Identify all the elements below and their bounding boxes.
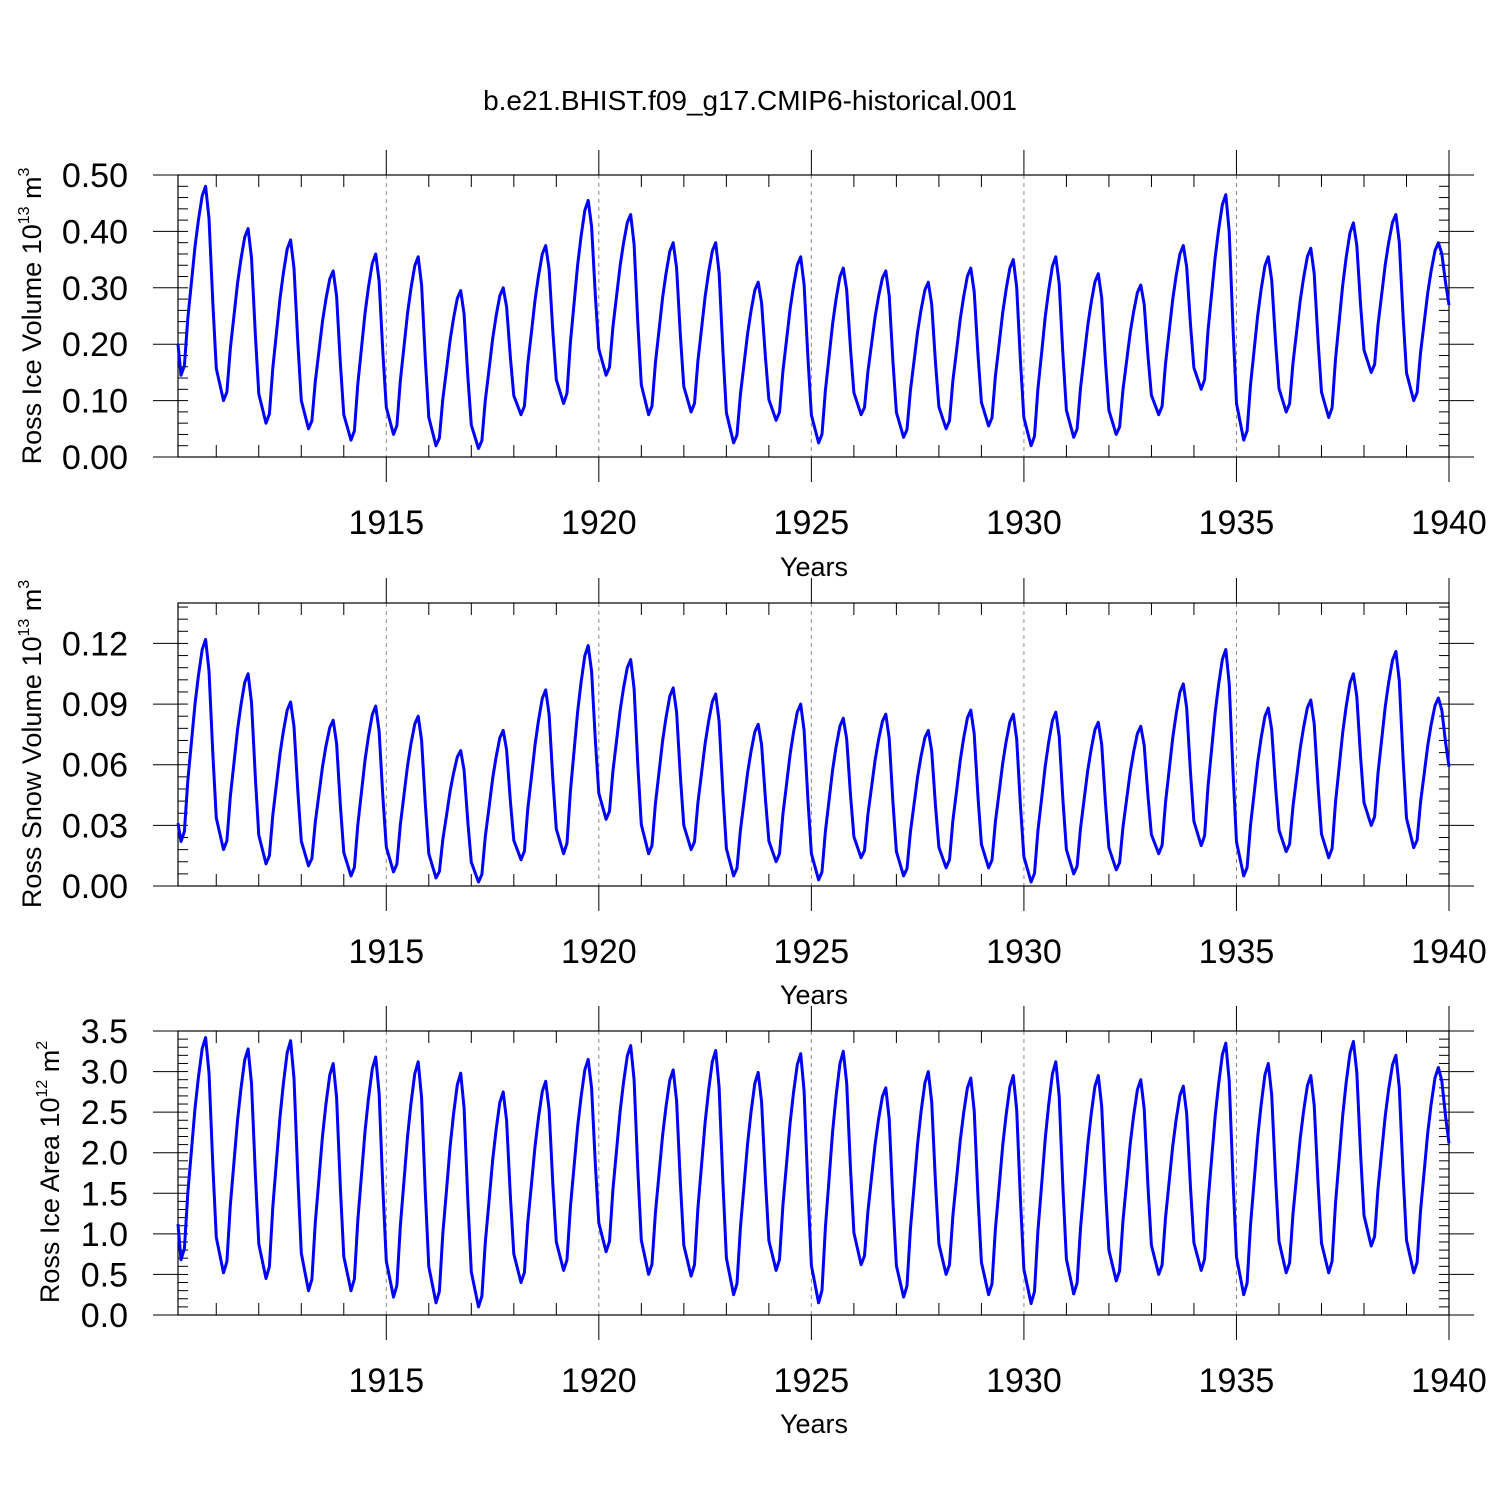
ylabel-exponent: 13 xyxy=(16,206,33,224)
ylabel-unit: m xyxy=(17,176,47,206)
x-tick-label: 1930 xyxy=(986,933,1062,971)
ylabel-exponent: 12 xyxy=(34,1080,51,1098)
ross-snow-volume-xlabel: Years xyxy=(780,980,848,1010)
y-tick-label: 0.5 xyxy=(81,1256,128,1294)
x-tick-label: 1930 xyxy=(986,504,1062,542)
ylabel-exponent: 13 xyxy=(16,619,33,637)
y-tick-label: 0.06 xyxy=(62,747,128,785)
y-tick-label: 0.40 xyxy=(62,213,128,251)
y-tick-label: 0.03 xyxy=(62,807,128,845)
x-tick-label: 1940 xyxy=(1411,933,1487,971)
plot-frame xyxy=(177,174,1450,458)
x-tick-label: 1930 xyxy=(986,1362,1062,1400)
x-tick-label: 1915 xyxy=(348,504,424,542)
ylabel-unit-exponent: 3 xyxy=(16,580,33,589)
ross-snow-volume-ylabel: Ross Snow Volume 1013 m3 xyxy=(16,580,47,908)
y-tick-label: 0.0 xyxy=(81,1297,128,1335)
x-tick-label: 1940 xyxy=(1411,1362,1487,1400)
y-tick-label: 0.50 xyxy=(62,157,128,195)
x-tick-label: 1935 xyxy=(1199,933,1275,971)
y-tick-label: 0.20 xyxy=(62,326,128,364)
series-line xyxy=(176,184,1451,450)
series-line xyxy=(176,637,1451,884)
series-line xyxy=(176,1036,1451,1309)
ross-snow-volume-panel: Ross Snow Volume 1013 m3 Years 0.00 0.03 0… xyxy=(16,578,1487,1010)
ylabel-prefix: Ross Ice Volume 10 xyxy=(17,224,47,464)
ylabel-unit: m xyxy=(35,1050,65,1080)
ylabel-unit: m xyxy=(17,589,47,619)
x-tick-label: 1935 xyxy=(1199,1362,1275,1400)
x-tick-label: 1925 xyxy=(774,504,850,542)
ross-ice-area-xlabel: Years xyxy=(780,1409,848,1439)
ylabel-unit-exponent: 2 xyxy=(34,1041,51,1050)
y-tick-label: 2.0 xyxy=(81,1135,128,1173)
x-tick-label: 1940 xyxy=(1411,504,1487,542)
x-tick-label: 1935 xyxy=(1199,504,1275,542)
x-tick-label: 1925 xyxy=(774,933,850,971)
plot-frame xyxy=(177,602,1450,887)
ross-ice-volume-ylabel: Ross Ice Volume 1013 m3 xyxy=(16,167,47,464)
y-tick-label: 3.0 xyxy=(81,1054,128,1092)
ylabel-prefix: Ross Ice Area 10 xyxy=(35,1098,65,1304)
y-tick-label: 1.5 xyxy=(81,1175,128,1213)
y-tick-label: 0.12 xyxy=(62,625,128,663)
ross-ice-area-panel: Ross Ice Area 1012 m2 Years 0.00.51.01.5… xyxy=(34,1006,1487,1439)
x-tick-label: 1915 xyxy=(348,1362,424,1400)
svg-text:Ross Ice Volume 1013 m3: Ross Ice Volume 1013 m3 xyxy=(16,167,47,464)
y-tick-label: 0.00 xyxy=(62,439,128,477)
svg-text:Ross Snow Volume 1013 m3: Ross Snow Volume 1013 m3 xyxy=(16,580,47,908)
y-tick-label: 0.09 xyxy=(62,686,128,724)
y-tick-label: 0.00 xyxy=(62,868,128,906)
y-tick-label: 3.5 xyxy=(81,1013,128,1051)
x-tick-label: 1915 xyxy=(348,933,424,971)
x-tick-label: 1920 xyxy=(561,504,637,542)
x-tick-label: 1925 xyxy=(774,1362,850,1400)
plot-frame xyxy=(177,1030,1450,1316)
x-tick-label: 1920 xyxy=(561,933,637,971)
y-tick-label: 0.30 xyxy=(62,270,128,308)
ross-ice-area-ylabel: Ross Ice Area 1012 m2 xyxy=(34,1041,65,1303)
y-tick-label: 2.5 xyxy=(81,1094,128,1132)
svg-text:Ross Ice Area 1012 m2: Ross Ice Area 1012 m2 xyxy=(34,1041,65,1303)
y-tick-label: 0.10 xyxy=(62,383,128,421)
ylabel-unit-exponent: 3 xyxy=(16,167,33,176)
figure-title: b.e21.BHIST.f09_g17.CMIP6-historical.001 xyxy=(483,85,1017,116)
ross-ice-volume-panel: Ross Ice Volume 1013 m3 Years 0.00 0.10 0.… xyxy=(16,150,1487,582)
x-tick-label: 1920 xyxy=(561,1362,637,1400)
ross-ice-volume-xlabel: Years xyxy=(780,552,848,582)
y-tick-label: 1.0 xyxy=(81,1216,128,1254)
ylabel-prefix: Ross Snow Volume 10 xyxy=(17,637,47,909)
